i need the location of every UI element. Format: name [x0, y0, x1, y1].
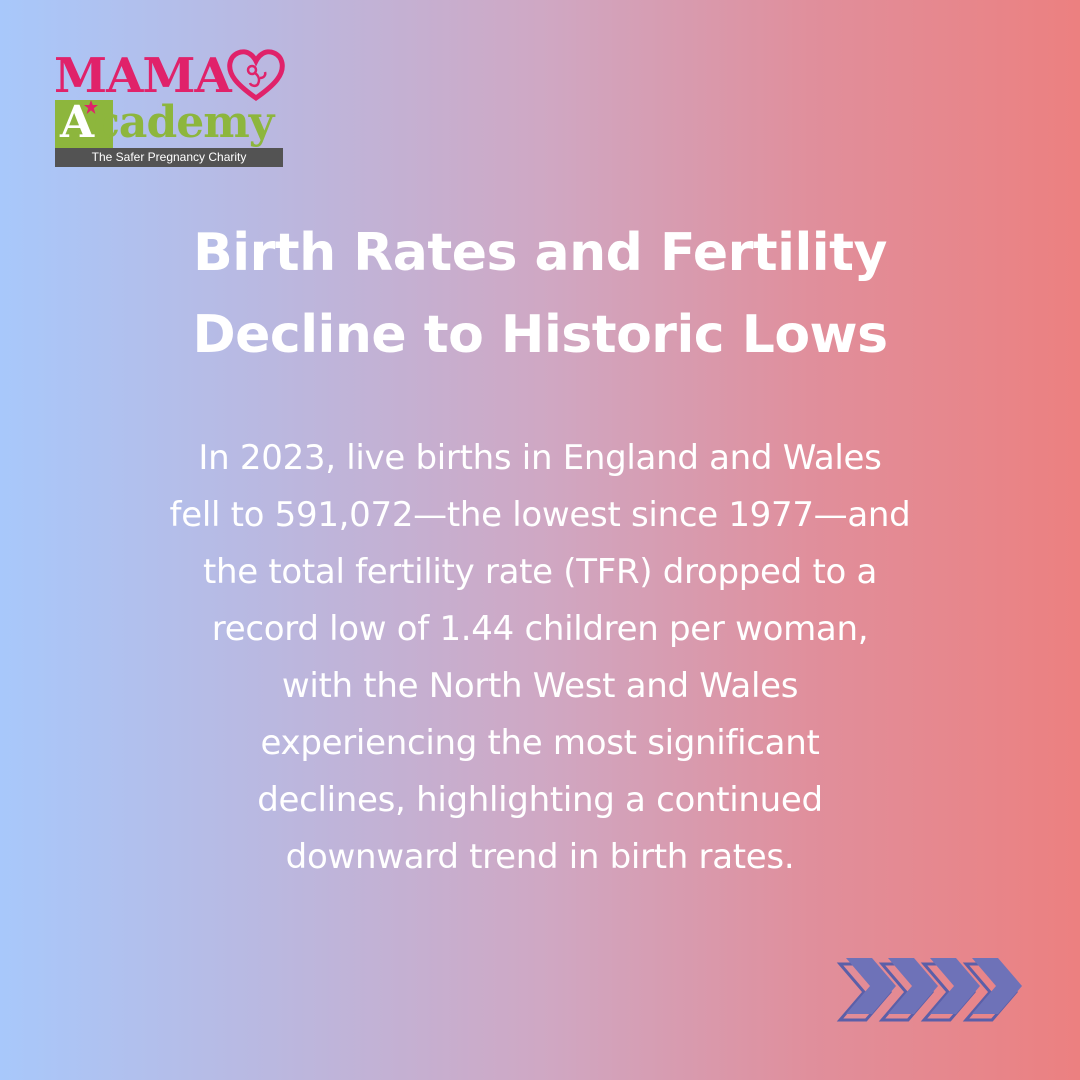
logo-tagline: The Safer Pregnancy Charity — [55, 148, 283, 167]
body-line: the total fertility rate (TFR) dropped t… — [202, 552, 878, 592]
mama-academy-logo: MAMA Academy The Safer Pregnancy Charity — [54, 46, 289, 168]
chevron-arrow — [878, 958, 938, 1022]
chevron-arrows-icon — [836, 958, 1022, 1022]
body-line: In 2023, live births in England and Wale… — [198, 438, 882, 478]
body-line: experiencing the most significant — [260, 723, 820, 763]
body-line: downward trend in birth rates. — [285, 837, 795, 877]
logo-academy-first-letter: A — [60, 97, 94, 148]
body-line: fell to 591,072—the lowest since 1977—an… — [169, 495, 911, 535]
title-line: Birth Rates and Fertility — [193, 223, 887, 283]
body-line: with the North West and Wales — [281, 666, 799, 706]
logo-mama-text: MAMA — [54, 48, 232, 104]
star-icon — [84, 100, 98, 114]
page-title: Birth Rates and Fertility Decline to His… — [60, 212, 1020, 376]
body-paragraph: In 2023, live births in England and Wale… — [60, 430, 1020, 886]
heart-icon — [227, 49, 285, 102]
logo-academy-rest: cademy — [93, 97, 274, 148]
logo-academy-initial-box — [55, 100, 113, 148]
logo-wordmark-mama: MAMA — [54, 46, 232, 104]
chevron-arrow — [836, 958, 896, 1022]
body-line: declines, highlighting a continued — [257, 780, 823, 820]
logo-wordmark-academy: Academy — [60, 97, 274, 148]
title-line: Decline to Historic Lows — [192, 305, 888, 365]
chevron-arrow — [962, 958, 1022, 1022]
chevron-arrow — [920, 958, 980, 1022]
body-line: record low of 1.44 children per woman, — [211, 609, 869, 649]
